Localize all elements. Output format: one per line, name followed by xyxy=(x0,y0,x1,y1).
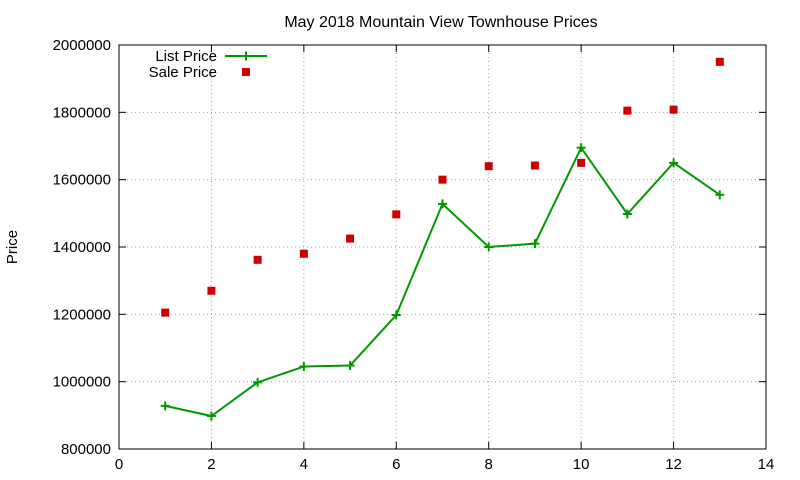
y-tick-label: 1000000 xyxy=(53,374,111,391)
sale-price-point xyxy=(484,162,493,171)
y-tick-label: 1200000 xyxy=(53,306,111,323)
list-price-point xyxy=(345,361,355,371)
list-price-point xyxy=(299,362,309,372)
legend-label: List Price xyxy=(155,48,217,65)
legend-plus-marker xyxy=(241,51,251,61)
list-price-line xyxy=(165,145,721,418)
axes: 0 2 4 6 8 10 12 14 800000 1000000 1200000 1400000 16… xyxy=(53,37,775,473)
x-tick-label: 12 xyxy=(665,456,682,473)
sale-price-point xyxy=(715,57,724,66)
y-axis-label: Price xyxy=(4,230,21,264)
x-tick-label: 10 xyxy=(573,456,590,473)
sale-price-point xyxy=(669,105,678,114)
list-price-point xyxy=(206,411,216,421)
list-price-point xyxy=(160,401,170,411)
x-tick-label: 0 xyxy=(115,456,123,473)
sale-price-point xyxy=(253,255,262,264)
list-price-point xyxy=(253,377,263,387)
sale-price-point xyxy=(346,234,355,243)
legend-square-marker xyxy=(242,68,250,76)
x-tick-label: 8 xyxy=(485,456,493,473)
plot-frame xyxy=(118,44,767,450)
x-tick-label: 2 xyxy=(207,456,215,473)
x-tick-label: 14 xyxy=(758,456,775,473)
legend-label: Sale Price xyxy=(149,64,217,81)
sale-price-point xyxy=(438,175,447,184)
chart-title: May 2018 Mountain View Townhouse Prices xyxy=(284,14,597,31)
grid-lines xyxy=(119,45,766,449)
sale-price-point xyxy=(161,308,170,317)
x-tick-label: 6 xyxy=(392,456,400,473)
x-tick-label: 4 xyxy=(300,456,308,473)
sale-price-point xyxy=(207,286,216,295)
sale-price-point xyxy=(577,158,586,167)
sale-price-point xyxy=(392,210,401,219)
y-tick-label: 1800000 xyxy=(53,104,111,121)
y-tick-label: 2000000 xyxy=(53,37,111,54)
y-tick-label: 1400000 xyxy=(53,239,111,256)
list-price-point xyxy=(484,242,494,252)
list-price-point xyxy=(391,310,401,320)
list-price-point xyxy=(530,239,540,249)
y-tick-label: 800000 xyxy=(61,441,111,458)
list-price-point xyxy=(576,143,586,153)
sale-price-point xyxy=(530,161,539,170)
series-layer xyxy=(160,57,725,421)
sale-price-point xyxy=(623,106,632,115)
sale-price-point xyxy=(299,249,308,258)
list-price-point xyxy=(715,190,725,200)
list-price-point xyxy=(438,199,447,209)
list-price-point xyxy=(622,209,632,219)
list-price-point xyxy=(669,158,679,168)
y-tick-label: 1600000 xyxy=(53,172,111,189)
